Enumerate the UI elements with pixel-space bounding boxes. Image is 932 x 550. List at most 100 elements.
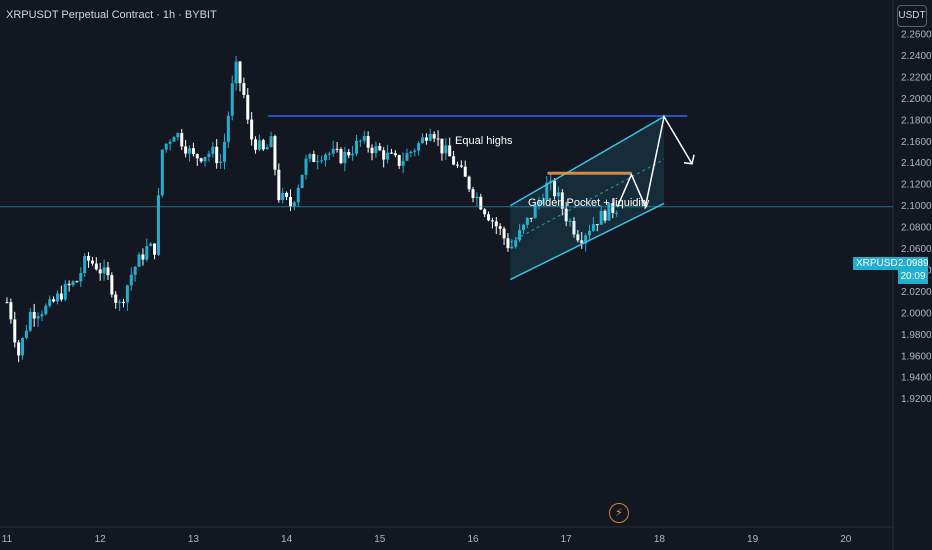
candle-body <box>83 255 87 274</box>
y-tick-label: 1.9400 <box>901 373 932 384</box>
candle-body <box>494 221 498 227</box>
candle-body <box>215 146 219 164</box>
candle-body <box>238 61 242 84</box>
candle-body <box>188 148 192 154</box>
channel-fill <box>510 116 665 280</box>
candle-body <box>106 267 110 276</box>
candle-body <box>339 149 343 164</box>
y-tick-label: 2.1800 <box>901 115 932 126</box>
candle-body <box>576 234 580 241</box>
candle-body <box>90 260 94 264</box>
candle-body <box>44 305 48 315</box>
candle-body <box>94 263 98 270</box>
candle-body <box>393 153 397 156</box>
candle-body <box>553 180 557 197</box>
candle-body <box>48 299 52 306</box>
bar-countdown: 20:09 <box>900 271 926 282</box>
y-tick-label: 2.0800 <box>901 223 932 234</box>
candle-body <box>611 203 615 213</box>
currency-button[interactable]: USDT <box>897 5 927 27</box>
candle-body <box>246 94 250 120</box>
candle-body <box>386 152 390 160</box>
candle-body <box>459 165 463 167</box>
y-tick-label: 1.9600 <box>901 351 932 362</box>
candle-body <box>471 189 475 198</box>
candle-body <box>122 301 125 303</box>
y-tick-label: 2.1200 <box>901 180 932 191</box>
candle-body <box>172 137 176 142</box>
candle-body <box>176 133 180 138</box>
channel-upper-line[interactable] <box>509 115 665 207</box>
candle-body <box>137 254 141 267</box>
candle-body <box>261 140 265 150</box>
current-price: 2.0989 <box>898 258 929 269</box>
candle-body <box>316 161 320 163</box>
candle-body <box>199 158 203 162</box>
y-tick-label: 2.2200 <box>901 72 932 83</box>
candle-body <box>17 342 21 356</box>
x-tick-label: 16 <box>467 534 479 545</box>
candle-body <box>327 153 331 155</box>
projection-arrowhead <box>683 154 695 165</box>
candle-body <box>234 61 238 84</box>
candle-body <box>222 141 226 162</box>
candle-body <box>133 266 137 275</box>
candle-body <box>498 226 502 229</box>
candle-body <box>591 224 595 231</box>
candle-body <box>455 164 459 166</box>
golden-pocket-zone[interactable] <box>547 171 632 175</box>
candle-body <box>366 136 370 148</box>
projection-path[interactable] <box>616 114 693 210</box>
candle-body <box>370 147 374 154</box>
candle-body <box>545 182 549 201</box>
candle-body <box>55 293 59 302</box>
candle-body <box>584 235 588 244</box>
candle-body <box>203 156 207 162</box>
candle-body <box>452 156 456 165</box>
candle-body <box>537 200 541 205</box>
candle-body <box>424 137 428 141</box>
candle-body <box>242 83 246 95</box>
candle-body <box>292 202 296 207</box>
candle-body <box>421 137 425 144</box>
candle-body <box>5 302 9 304</box>
candle-body <box>603 210 607 221</box>
chart-title: XRPUSDT Perpetual Contract · 1h · BYBIT <box>6 9 217 21</box>
candle-body <box>514 240 518 247</box>
price-axis[interactable]: 1.92001.94001.96001.98002.00002.02002.04… <box>901 30 932 406</box>
candle-body <box>288 197 292 207</box>
candle-body <box>436 138 440 140</box>
candle-body <box>521 224 525 230</box>
candle-body <box>389 152 393 154</box>
candle-body <box>378 146 382 151</box>
equal-highs-label: Equal highs <box>452 135 516 147</box>
y-tick-label: 2.2600 <box>901 30 932 41</box>
candle-body <box>265 147 269 150</box>
candle-body <box>195 154 199 159</box>
y-tick-label: 2.0000 <box>901 308 932 319</box>
candle-body <box>428 133 432 141</box>
candle-body <box>335 148 339 150</box>
candle-body <box>207 153 211 157</box>
x-tick-label: 19 <box>747 534 759 545</box>
candle-body <box>102 267 106 274</box>
candle-body <box>184 146 188 154</box>
candle-body <box>572 220 576 235</box>
candle-body <box>153 243 157 255</box>
y-tick-label: 2.1600 <box>901 137 932 148</box>
x-tick-label: 15 <box>374 534 386 545</box>
candle-body <box>156 195 160 255</box>
x-tick-label: 11 <box>2 534 13 545</box>
candle-body <box>320 160 324 162</box>
candle-body <box>615 212 619 214</box>
candle-body <box>40 314 44 317</box>
channel-lower-line[interactable] <box>509 202 665 281</box>
candle-body <box>401 160 405 166</box>
lightning-icon[interactable]: ⚡ <box>609 503 629 523</box>
candle-body <box>599 210 603 225</box>
time-axis[interactable]: 11 12 13 14 15 16 17 18 19 20 <box>2 534 852 545</box>
candle-body <box>525 217 529 225</box>
candle-body <box>405 153 409 161</box>
candle-body <box>568 220 572 222</box>
